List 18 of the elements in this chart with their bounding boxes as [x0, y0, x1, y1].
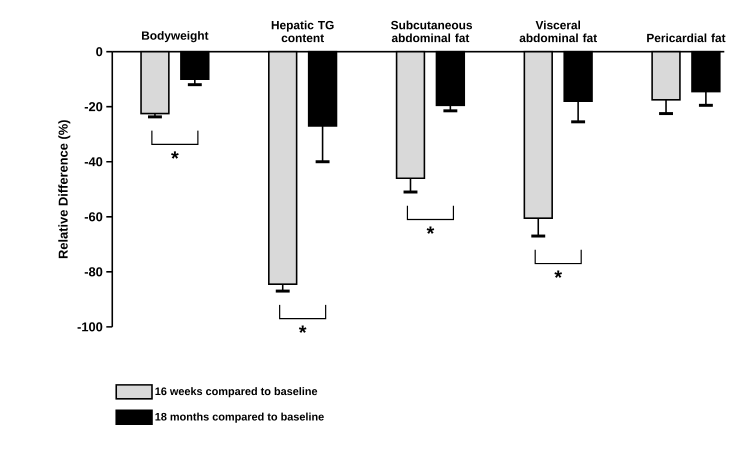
y-tick-label: -40 [84, 157, 102, 166]
y-tick-label: -60 [84, 212, 102, 222]
x-tick-label: Subcutaneous abdominal fat [391, 20, 472, 42]
y-tick-label: 0 [96, 47, 102, 56]
legend-label: 18 months compared to baseline [155, 412, 324, 423]
y-tick-label: -100 [78, 322, 102, 332]
annotation: * [171, 151, 179, 159]
y-tick-label: -80 [84, 267, 102, 276]
y-axis-title: Relative Difference (%) [58, 120, 70, 258]
x-tick-label: Pericardial fat [647, 33, 726, 42]
annotation: * [298, 326, 306, 333]
x-tick-label: Bodyweight [142, 31, 208, 42]
x-tick-label: Visceral abdominal fat [520, 20, 597, 42]
annotation: * [554, 270, 562, 278]
x-tick-label: Hepatic TG content [272, 20, 334, 42]
legend-label: 16 weeks compared to baseline [155, 387, 318, 398]
annotation: * [426, 226, 434, 234]
y-tick-label: -20 [84, 102, 102, 112]
